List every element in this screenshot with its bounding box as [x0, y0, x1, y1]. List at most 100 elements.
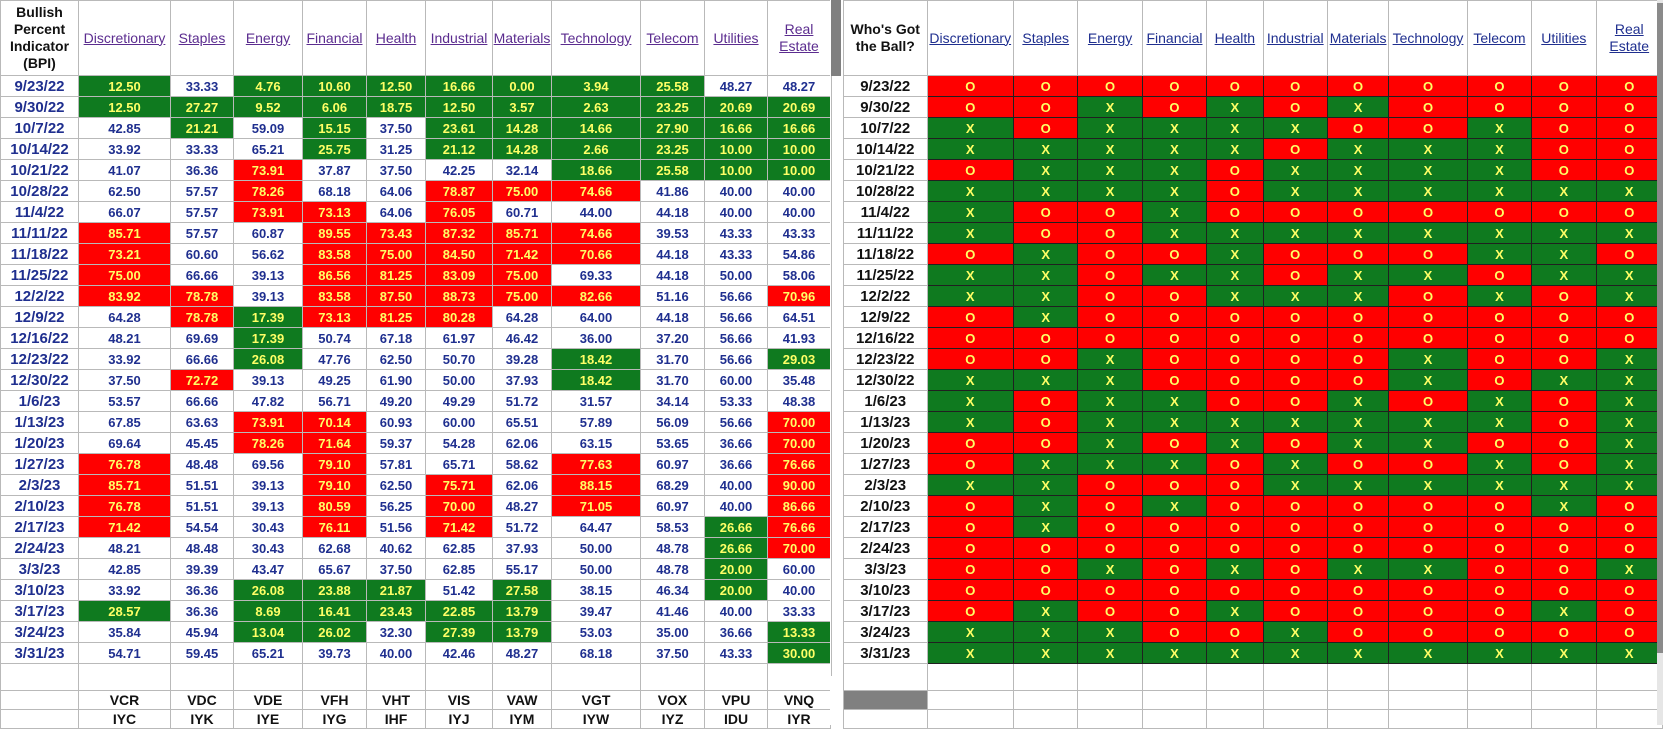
sector-link[interactable]: Technology	[560, 29, 632, 46]
bpi-value-cell[interactable]: 47.76	[302, 348, 367, 370]
o-mark-cell[interactable]: O	[1466, 96, 1533, 118]
bpi-value-cell[interactable]: 40.00	[704, 495, 768, 517]
o-mark-cell[interactable]: O	[1326, 579, 1390, 601]
o-mark-cell[interactable]: O	[926, 600, 1015, 622]
x-mark-cell[interactable]: X	[1595, 474, 1663, 496]
x-mark-cell[interactable]: X	[1595, 642, 1663, 664]
o-mark-cell[interactable]: O	[1077, 75, 1143, 97]
o-mark-cell[interactable]: O	[926, 558, 1015, 580]
bpi-value-cell[interactable]: 44.18	[640, 201, 705, 223]
bpi-value-cell[interactable]: 33.92	[78, 579, 171, 601]
x-mark-cell[interactable]: X	[1466, 117, 1533, 139]
bpi-value-cell[interactable]: 65.67	[302, 558, 367, 580]
bpi-value-cell[interactable]: 25.58	[640, 75, 705, 97]
o-mark-cell[interactable]: O	[1077, 201, 1143, 223]
bpi-value-cell[interactable]: 80.59	[302, 495, 367, 517]
bpi-value-cell[interactable]: 79.10	[302, 474, 367, 496]
bpi-value-cell[interactable]: 74.66	[551, 180, 641, 202]
x-mark-cell[interactable]: X	[1141, 117, 1208, 139]
bpi-col-header[interactable]: Staples	[170, 0, 234, 76]
x-mark-cell[interactable]: X	[1466, 222, 1533, 244]
date-cell[interactable]: 12/9/22	[843, 306, 928, 328]
x-mark-cell[interactable]: X	[1077, 117, 1143, 139]
bpi-value-cell[interactable]: 73.21	[78, 243, 171, 265]
bpi-value-cell[interactable]: 71.42	[425, 516, 493, 538]
bpi-value-cell[interactable]: 76.66	[767, 516, 831, 538]
bpi-value-cell[interactable]: 71.64	[302, 432, 367, 454]
o-mark-cell[interactable]: O	[1388, 117, 1468, 139]
bpi-value-cell[interactable]: 54.28	[425, 432, 493, 454]
bpi-value-cell[interactable]: 64.06	[366, 180, 426, 202]
bpi-value-cell[interactable]: 56.62	[233, 243, 303, 265]
bpi-value-cell[interactable]: 48.78	[640, 537, 705, 559]
bpi-value-cell[interactable]: 41.07	[78, 159, 171, 181]
bpi-value-cell[interactable]: 56.66	[704, 327, 768, 349]
o-mark-cell[interactable]: O	[1388, 243, 1468, 265]
date-cell[interactable]: 2/3/23	[843, 474, 928, 496]
x-mark-cell[interactable]: X	[1206, 96, 1264, 118]
bpi-value-cell[interactable]: 26.66	[704, 516, 768, 538]
o-mark-cell[interactable]: O	[1388, 516, 1468, 538]
x-mark-cell[interactable]: X	[1531, 369, 1597, 391]
ball-col-header[interactable]: Real Estate	[1595, 0, 1663, 76]
o-mark-cell[interactable]: O	[1206, 474, 1264, 496]
x-mark-cell[interactable]: X	[926, 369, 1015, 391]
bpi-value-cell[interactable]: 50.00	[551, 558, 641, 580]
bpi-value-cell[interactable]: 51.51	[170, 474, 234, 496]
date-cell[interactable]: 11/25/22	[843, 264, 928, 286]
bpi-value-cell[interactable]: 21.12	[425, 138, 493, 160]
x-mark-cell[interactable]: X	[1141, 180, 1208, 202]
date-cell[interactable]: 12/9/22	[0, 306, 79, 328]
o-mark-cell[interactable]: O	[1262, 369, 1328, 391]
ball-col-header[interactable]: Materials	[1326, 0, 1390, 76]
x-mark-cell[interactable]: X	[1206, 642, 1264, 664]
date-cell[interactable]: 2/24/23	[0, 537, 79, 559]
bpi-value-cell[interactable]: 14.28	[492, 138, 552, 160]
bpi-value-cell[interactable]: 39.39	[170, 558, 234, 580]
bpi-value-cell[interactable]: 33.33	[767, 600, 831, 622]
bpi-value-cell[interactable]: 62.50	[366, 474, 426, 496]
o-mark-cell[interactable]: O	[1326, 369, 1390, 391]
date-cell[interactable]: 3/10/23	[843, 579, 928, 601]
x-mark-cell[interactable]: X	[1466, 180, 1533, 202]
x-mark-cell[interactable]: X	[1013, 621, 1079, 643]
x-mark-cell[interactable]: X	[1077, 348, 1143, 370]
date-cell[interactable]: 3/3/23	[0, 558, 79, 580]
bpi-value-cell[interactable]: 36.36	[170, 600, 234, 622]
bpi-value-cell[interactable]: 10.00	[704, 159, 768, 181]
bpi-value-cell[interactable]: 64.28	[492, 306, 552, 328]
bpi-value-cell[interactable]: 16.41	[302, 600, 367, 622]
bpi-value-cell[interactable]: 62.68	[302, 537, 367, 559]
bpi-value-cell[interactable]: 15.15	[302, 117, 367, 139]
bpi-value-cell[interactable]: 35.00	[640, 621, 705, 643]
bpi-value-cell[interactable]: 79.10	[302, 453, 367, 475]
bpi-value-cell[interactable]: 48.27	[492, 642, 552, 664]
bpi-value-cell[interactable]: 71.42	[492, 243, 552, 265]
o-mark-cell[interactable]: O	[1531, 201, 1597, 223]
o-mark-cell[interactable]: O	[1013, 579, 1079, 601]
o-mark-cell[interactable]: O	[1141, 579, 1208, 601]
x-mark-cell[interactable]: X	[1326, 138, 1390, 160]
date-cell[interactable]: 10/28/22	[0, 180, 79, 202]
x-mark-cell[interactable]: X	[926, 222, 1015, 244]
bpi-value-cell[interactable]: 64.28	[78, 306, 171, 328]
o-mark-cell[interactable]: O	[1326, 327, 1390, 349]
x-mark-cell[interactable]: X	[926, 621, 1015, 643]
o-mark-cell[interactable]: O	[1531, 537, 1597, 559]
o-mark-cell[interactable]: O	[1531, 75, 1597, 97]
o-mark-cell[interactable]: O	[1466, 600, 1533, 622]
bpi-value-cell[interactable]: 33.33	[170, 75, 234, 97]
ticker-cell[interactable]: IYC	[78, 709, 171, 729]
o-mark-cell[interactable]: O	[1141, 306, 1208, 328]
x-mark-cell[interactable]: X	[1206, 411, 1264, 433]
bpi-value-cell[interactable]: 45.94	[170, 621, 234, 643]
x-mark-cell[interactable]: X	[926, 285, 1015, 307]
ticker-cell[interactable]: IYW	[551, 709, 641, 729]
bpi-value-cell[interactable]: 65.71	[425, 453, 493, 475]
o-mark-cell[interactable]: O	[1595, 201, 1663, 223]
o-mark-cell[interactable]: O	[1466, 369, 1533, 391]
o-mark-cell[interactable]: O	[1141, 558, 1208, 580]
date-cell[interactable]: 12/16/22	[0, 327, 79, 349]
date-cell[interactable]: 12/2/22	[0, 285, 79, 307]
bpi-value-cell[interactable]: 25.58	[640, 159, 705, 181]
